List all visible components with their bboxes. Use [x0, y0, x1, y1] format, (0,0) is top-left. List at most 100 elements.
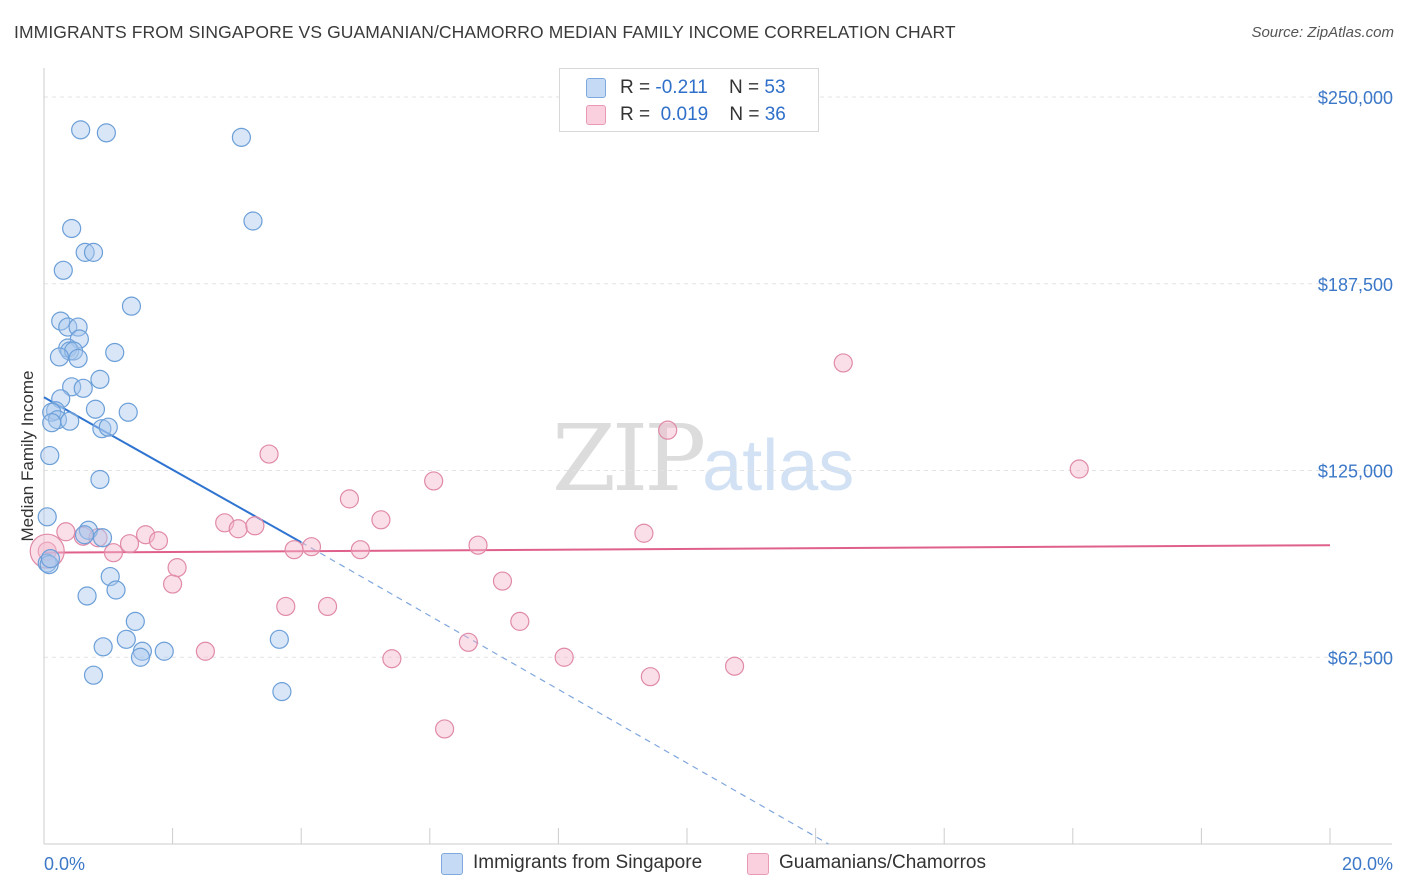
legend-r-value-guamanians: 0.019	[660, 104, 709, 125]
axes	[43, 68, 1392, 845]
chart-title: IMMIGRANTS FROM SINGAPORE VS GUAMANIAN/C…	[14, 22, 956, 42]
singapore-point	[71, 120, 91, 140]
singapore-trend-extension	[300, 541, 829, 845]
guamanian-point	[276, 596, 296, 617]
legend-swatch-singapore	[586, 78, 606, 98]
y-tick-label: $62,500	[1328, 648, 1393, 668]
singapore-point	[93, 637, 113, 657]
guamanian-point	[468, 535, 488, 555]
guamanian-point	[339, 489, 360, 509]
singapore-point	[92, 528, 113, 548]
singapore-point	[83, 242, 104, 262]
bottom-legend: Immigrants from Singapore Guamanians/Cha…	[0, 851, 1406, 877]
singapore-point	[272, 682, 292, 702]
singapore-point	[58, 317, 78, 337]
guamanian-point	[259, 444, 279, 464]
y-tick-label: $125,000	[1318, 462, 1393, 482]
guamanian-point	[833, 353, 853, 373]
singapore-point	[68, 348, 88, 369]
bottom-legend-swatch-guamanians	[747, 853, 769, 875]
axis-labels: $62,500 $125,000 $187,500 $250,000 0.0% 20.0%…	[18, 88, 1393, 874]
guamanian-point	[492, 571, 513, 591]
singapore-point	[125, 611, 145, 631]
legend-n-value-singapore: 53	[764, 77, 786, 98]
singapore-point	[37, 507, 57, 527]
legend-r-value-singapore: -0.211	[655, 77, 708, 98]
singapore-point	[42, 413, 62, 433]
singapore-point	[90, 469, 110, 490]
guamanian-point	[1069, 459, 1089, 479]
guamanian-point	[371, 510, 391, 530]
singapore-point	[92, 419, 112, 439]
singapore-point	[231, 127, 252, 147]
guamanian-point	[350, 540, 370, 560]
bottom-legend-label-singapore: Immigrants from Singapore	[473, 852, 703, 873]
bottom-legend-label-guamanians: Guamanians/Chamorros	[779, 852, 986, 873]
legend-n-value-guamanians: 36	[764, 104, 786, 125]
singapore-point	[47, 410, 68, 430]
y-tick-label: $250,000	[1318, 88, 1393, 108]
singapore-point	[90, 369, 110, 389]
guamanian-point	[640, 667, 660, 687]
singapore-point	[40, 549, 61, 569]
singapore-point	[98, 417, 118, 437]
singapore-point	[74, 525, 95, 545]
guamanian-point	[554, 647, 574, 667]
guamanian-point	[317, 596, 338, 617]
grid-lines	[44, 96, 1392, 658]
series-singapore-points	[37, 120, 292, 702]
legend-swatch-guamanians	[586, 105, 606, 125]
legend-r-label: R =	[620, 104, 651, 125]
singapore-point	[73, 378, 93, 398]
watermark: ZIPatlas	[552, 405, 854, 512]
guamanian-point	[434, 719, 455, 739]
guamanian-point	[103, 543, 124, 563]
singapore-point	[62, 218, 82, 239]
guamanian-trend-line	[43, 544, 1331, 554]
singapore-point	[77, 586, 97, 606]
singapore-point	[83, 665, 104, 685]
singapore-point	[243, 211, 263, 231]
watermark-atlas: atlas	[702, 426, 855, 506]
singapore-point	[116, 629, 136, 649]
x-tick-label: 0.0%	[44, 854, 85, 874]
watermark-zip: ZIP	[552, 405, 706, 512]
bottom-legend-swatch-singapore	[441, 853, 463, 875]
singapore-point	[75, 242, 95, 262]
singapore-point	[51, 389, 71, 409]
x-tick-label: 20.0%	[1342, 854, 1393, 874]
guamanian-point	[382, 649, 402, 669]
legend-r-label: R =	[620, 77, 651, 98]
guamanian-point	[284, 540, 304, 560]
series-guamanians-points	[29, 353, 1089, 739]
guamanian-point	[458, 632, 478, 652]
guamanian-point	[73, 526, 93, 546]
source-label: Source: ZipAtlas.com	[1251, 24, 1394, 41]
singapore-point	[49, 347, 70, 367]
guamanian-point	[724, 656, 745, 676]
guamanian-point	[658, 420, 678, 440]
guamanian-point	[167, 558, 187, 578]
singapore-point	[96, 123, 116, 143]
legend-n-label: N =	[729, 104, 760, 125]
singapore-point	[118, 402, 138, 422]
singapore-point	[154, 641, 174, 661]
singapore-point	[39, 555, 59, 575]
guamanian-point	[301, 537, 322, 557]
guamanian-point	[148, 531, 169, 551]
singapore-point	[53, 260, 73, 280]
singapore-point	[130, 647, 151, 667]
guamanian-point	[163, 574, 183, 594]
legend-n-label: N =	[728, 77, 760, 98]
guamanian-point	[424, 471, 444, 491]
singapore-point	[269, 629, 289, 649]
singapore-point	[121, 296, 142, 316]
guamanian-point	[119, 534, 140, 554]
trend-lines	[43, 396, 1331, 845]
guamanian-point	[228, 519, 248, 539]
singapore-point	[85, 399, 106, 419]
guamanian-point	[56, 522, 76, 542]
guamanian-point	[634, 523, 654, 543]
y-axis-title: Median Family Income	[18, 370, 37, 541]
